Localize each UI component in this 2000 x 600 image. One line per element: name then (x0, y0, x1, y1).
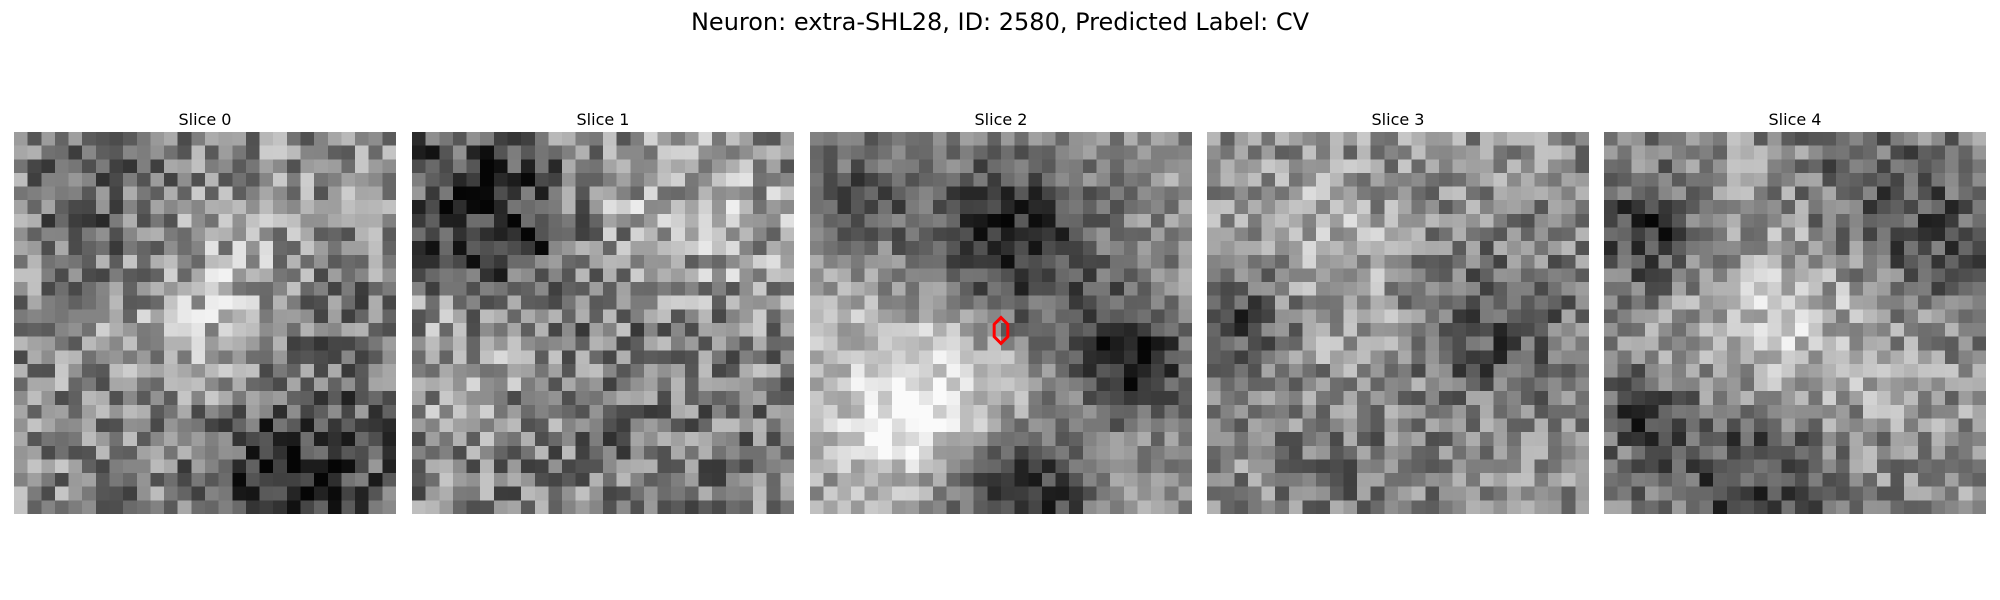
slice-image-4 (1604, 132, 1986, 514)
slice-title-1: Slice 1 (576, 110, 630, 129)
slice-panel-1: Slice 1 (412, 108, 794, 514)
center-marker-hexagon (992, 315, 1010, 346)
slice-title-0: Slice 0 (178, 110, 232, 129)
slice-title-2: Slice 2 (974, 110, 1028, 129)
slice-title-3: Slice 3 (1371, 110, 1425, 129)
slice-panel-3: Slice 3 (1207, 108, 1589, 514)
slice-image-3 (1207, 132, 1589, 514)
figure-title: Neuron: extra-SHL28, ID: 2580, Predicted… (690, 8, 1310, 36)
slice-panel-4: Slice 4 (1604, 108, 1986, 514)
slice-title-4: Slice 4 (1768, 110, 1822, 129)
slice-image-2 (810, 132, 1192, 514)
slice-image-1 (412, 132, 794, 514)
slice-panel-0: Slice 0 (14, 108, 396, 514)
slice-image-0 (14, 132, 396, 514)
slice-panel-2: Slice 2 (810, 108, 1192, 514)
